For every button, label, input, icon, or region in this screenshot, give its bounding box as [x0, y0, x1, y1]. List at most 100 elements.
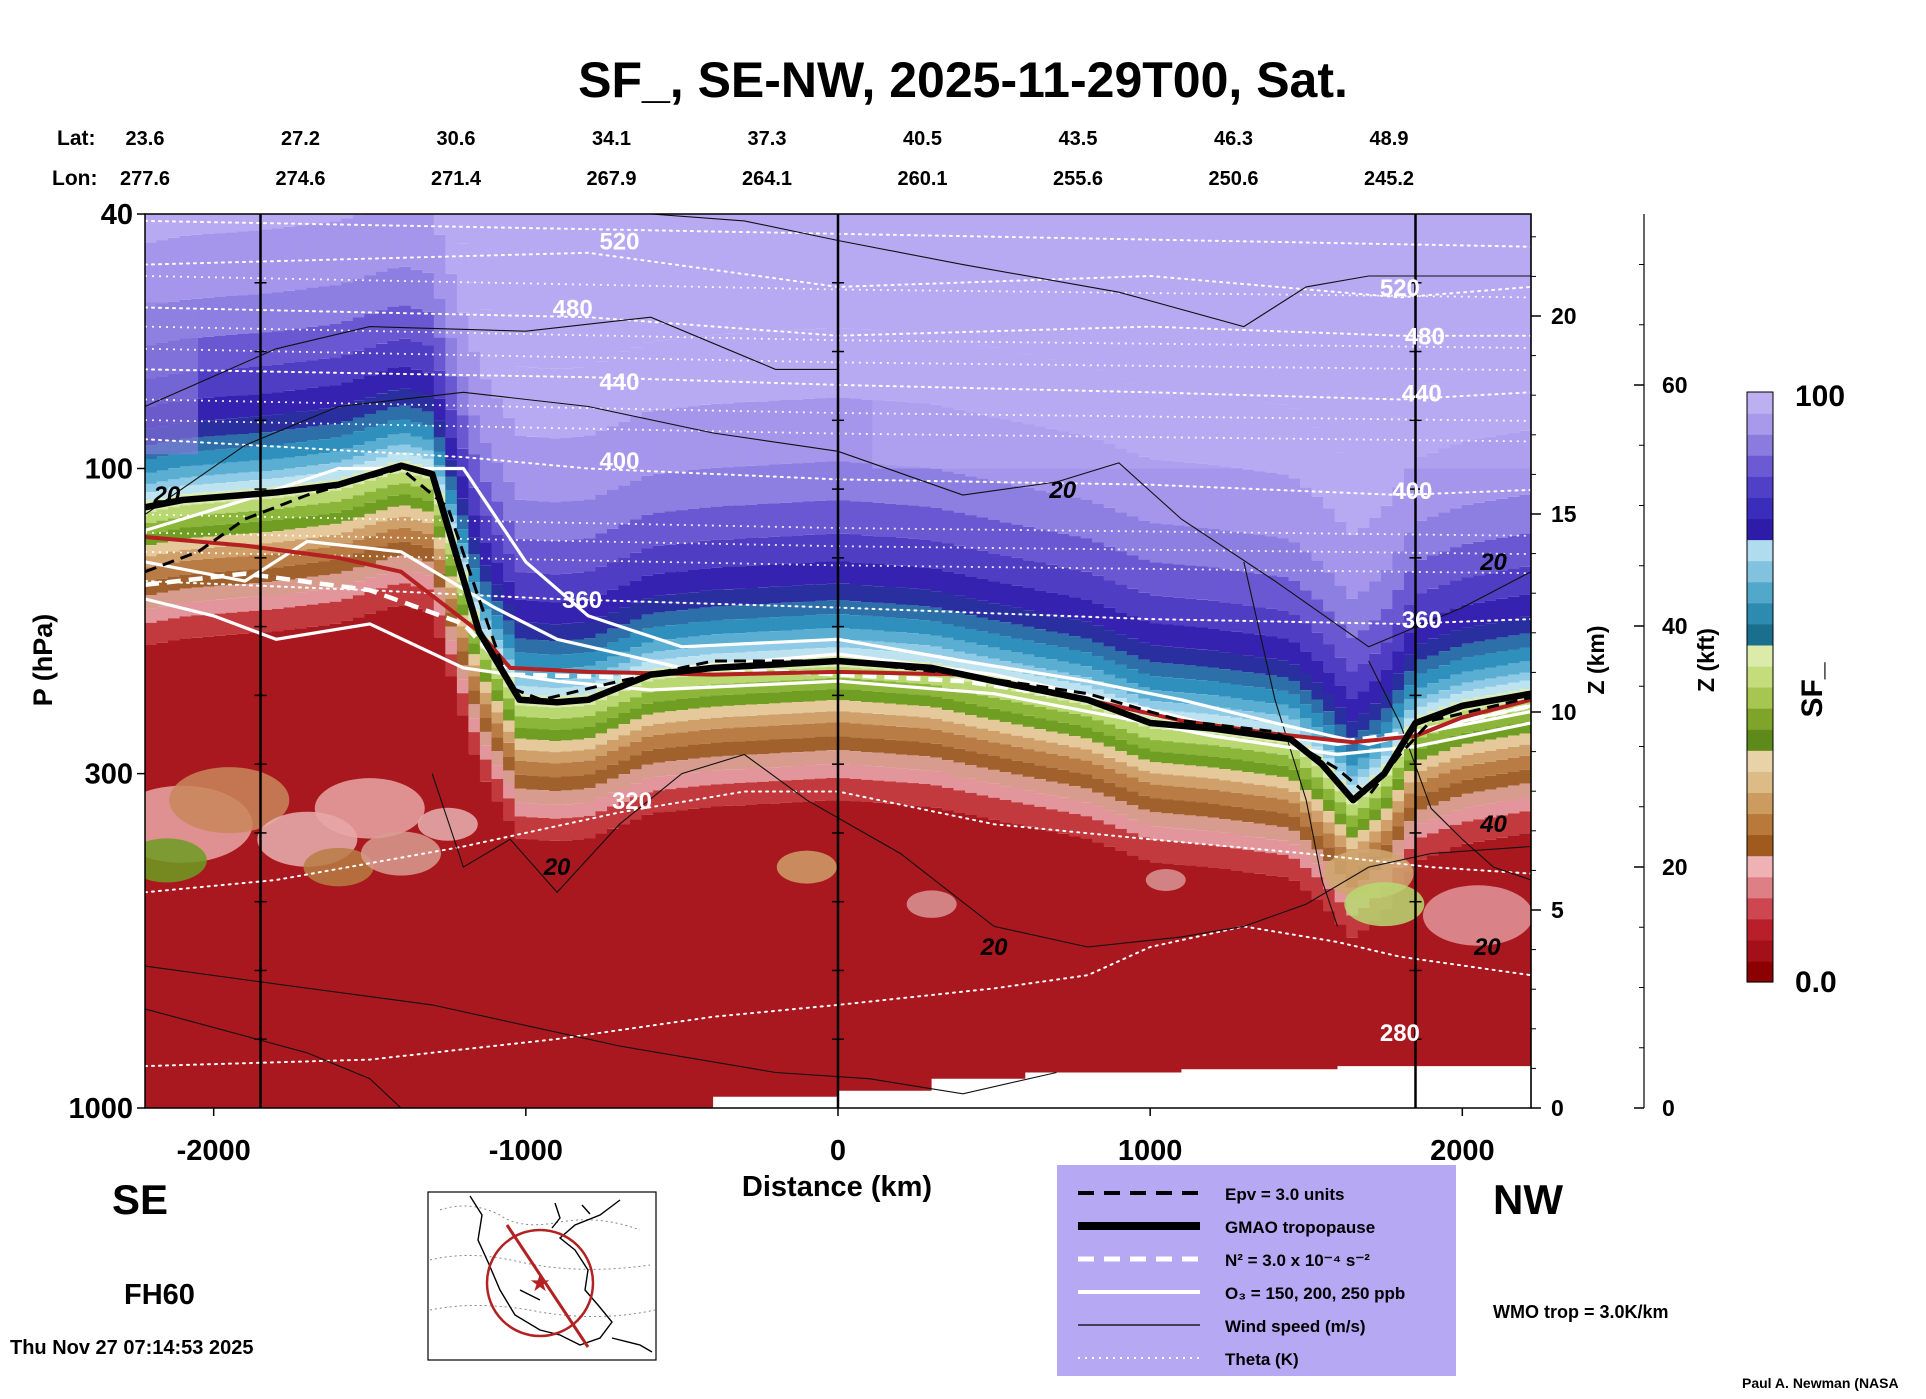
color-band-cell	[560, 751, 574, 763]
color-band-cell	[941, 710, 955, 722]
color-band-cell	[1149, 595, 1163, 624]
color-band-cell	[1069, 800, 1082, 814]
color-band-cell	[687, 656, 701, 665]
color-band-cell	[225, 214, 239, 233]
color-band-cell	[202, 475, 216, 484]
color-band-cell	[491, 329, 504, 399]
color-band-cell	[364, 214, 377, 276]
color-band-cell	[953, 762, 966, 777]
color-band-cell	[1196, 816, 1209, 831]
color-band-cell	[549, 654, 562, 669]
color-band-cell	[930, 607, 943, 622]
color-band-cell	[1115, 612, 1128, 635]
color-band-cell	[1334, 924, 1347, 1108]
color-band-cell	[872, 725, 885, 739]
color-band-cell	[1011, 638, 1024, 653]
color-band-cell	[838, 800, 851, 1108]
color-band-cell	[1288, 680, 1301, 695]
color-band-cell	[491, 629, 504, 641]
color-band-cell	[1300, 826, 1313, 841]
color-band-cell	[895, 643, 909, 652]
color-band-cell	[1219, 630, 1232, 653]
color-band-cell	[1334, 763, 1347, 772]
color-band-cell	[479, 681, 493, 693]
vertical-lines	[254, 214, 1422, 1108]
color-band-cell	[1311, 863, 1324, 878]
color-band-cell	[757, 504, 770, 538]
theta-line	[145, 368, 1531, 401]
color-band-cell	[1242, 836, 1255, 850]
color-band-cell	[907, 783, 920, 806]
color-band-cell	[1507, 785, 1521, 800]
color-band-cell	[618, 638, 631, 652]
color-band-cell	[722, 633, 735, 645]
color-band-cell	[156, 481, 169, 490]
color-band-cell	[1149, 701, 1163, 710]
y-axis-label: P (hPa)	[28, 614, 58, 707]
color-band-cell	[526, 686, 539, 695]
color-band-cell	[618, 485, 631, 525]
color-band-cell	[514, 652, 527, 667]
color-band-cell	[861, 679, 874, 691]
color-band-cell	[953, 748, 966, 763]
colorbar-segment	[1747, 813, 1773, 836]
color-band-cell	[803, 501, 816, 535]
color-band-cell	[283, 390, 296, 413]
color-band-cell	[248, 544, 262, 556]
color-band-cell	[445, 554, 458, 566]
color-band-cell	[734, 705, 747, 717]
color-band-cell	[699, 541, 712, 569]
color-band-cell	[352, 378, 366, 401]
color-band-cell	[1230, 870, 1243, 1108]
color-band-cell	[410, 269, 423, 309]
color-band-cell	[814, 736, 828, 751]
color-band-cell	[1288, 694, 1301, 709]
color-band-cell	[1311, 810, 1324, 822]
color-band-cell	[1230, 631, 1243, 654]
color-band-cell	[376, 214, 389, 272]
color-band-cell	[607, 739, 620, 751]
color-band-cell	[1103, 724, 1116, 736]
color-band-cell	[237, 481, 250, 490]
color-band-cell	[803, 765, 816, 780]
color-band-cell	[1184, 598, 1197, 627]
color-band-cell	[861, 463, 874, 502]
wind-label: 20	[980, 934, 1008, 961]
color-band-cell	[214, 635, 227, 1108]
color-band-cell	[1126, 733, 1140, 745]
color-band-cell	[1196, 599, 1209, 628]
color-band-cell	[1323, 672, 1336, 695]
color-band-cell	[1173, 742, 1186, 754]
color-band-cell	[1450, 694, 1463, 703]
color-band-cell	[479, 781, 493, 1108]
color-band-cell	[549, 741, 562, 753]
color-band-cell	[1207, 600, 1220, 629]
color-band-cell	[1103, 685, 1116, 694]
color-band-cell	[145, 242, 158, 307]
color-band-cell	[1438, 787, 1451, 802]
color-band-cell	[1438, 801, 1451, 816]
color-band-cell	[1427, 805, 1440, 820]
color-band-cell	[306, 224, 320, 288]
color-band-cell	[272, 531, 285, 543]
color-band-cell	[1092, 681, 1105, 690]
color-band-cell	[1415, 823, 1428, 838]
color-band-cell	[1392, 487, 1405, 552]
color-band-cell	[653, 748, 666, 763]
color-band-cell	[514, 214, 527, 367]
color-band-cell	[895, 618, 909, 633]
color-band-cell	[352, 278, 366, 318]
color-band-cell	[191, 526, 204, 538]
color-band-cell	[503, 481, 516, 521]
color-band-cell	[711, 589, 724, 607]
color-band-cell	[514, 638, 527, 653]
color-band-cell	[1161, 774, 1174, 786]
color-band-cell	[1265, 575, 1278, 609]
color-band-cell	[295, 506, 308, 518]
color-band-cell	[814, 614, 828, 629]
color-band-cell	[1022, 738, 1036, 750]
color-band-cell	[1519, 494, 1531, 534]
color-band-cell	[1011, 607, 1024, 625]
color-band-cell	[1392, 812, 1405, 827]
color-band-cell	[711, 742, 724, 757]
